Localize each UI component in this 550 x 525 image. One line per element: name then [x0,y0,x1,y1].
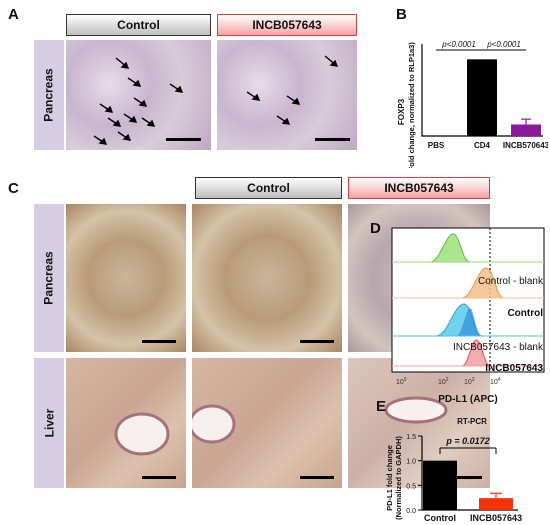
panel-c-pancreas-left-fill [66,204,186,352]
panel-d-frame [391,227,545,373]
panel-e-bar-1 [479,498,513,510]
panel-c-pancreas-control-scalebar [300,340,334,343]
panel-b-bar-0 [421,136,451,137]
panel-a-control-header: Control [66,14,211,36]
panel-c-liver-control-scalebar [300,476,334,479]
panel-e-xtick-1: INCB057643 [470,513,522,523]
panel-c-pancreas-left-scalebar [142,340,176,343]
panel-e-bar-0 [423,460,457,510]
panel-b-bar-2 [511,124,541,136]
panel-c-liver-left-scalebar [142,476,176,479]
panel-d-xlabel: PD-L1 (APC) [438,394,497,405]
panel-b-ylabel-2: (Fold change, normalized to RLP1a3) [407,42,416,168]
panel-e-ylabel-1: PD-L1 fold change [385,445,394,511]
panel-b-xtick-2: INCB570643 [503,141,548,150]
panel-d-curve-treated-blank-2 [456,308,482,336]
panel-e-chart: RT-PCR PD-L1 fold change (Normalized to … [385,417,522,523]
panel-b-xtick-1: CD4 [474,141,491,150]
panel-a-treated-header: INCB057643 [217,14,357,36]
panel-c-treated-header: INCB057643 [348,177,490,199]
panel-d-curve-control [392,267,544,299]
panel-a-control-arrows [93,57,184,145]
panel-e-ytick-1: 0.5 [406,483,416,490]
panel-d-tick-3: 103 [464,377,475,386]
panel-a-treated-arrows [246,55,339,125]
panel-c-letter: C [8,180,19,197]
panel-b-pvalue-2: p<0.0001 [486,40,521,49]
panel-c-row2-label-box: Liver [34,358,64,488]
panel-a-treated-scalebar [315,138,350,141]
panel-e-ylabel-2: (Normalized to GAPDH) [394,436,403,520]
panel-c-control-label: Control [247,181,290,195]
panel-e-ytick-3: 1.5 [406,434,416,441]
panel-c-liver-control-img [192,358,342,488]
panel-c-liver-treated-vessel [384,396,448,424]
panel-c-control-header: Control [195,177,342,199]
panel-c-row1-label: Pancreas [42,251,56,305]
panel-b-pvalue-1: p<0.0001 [441,40,476,49]
panel-c-pancreas-control-img [192,204,342,352]
panel-d-histogram: Control - blank Control INCB057643 - bla… [391,227,545,405]
panel-a-treated-image [217,40,357,150]
panel-c-liver-treated-scalebar [448,476,482,479]
panel-c-liver-left-vessel [114,412,170,456]
panel-c-row2-label: Liver [42,408,56,438]
panel-d-label-treated-blank: INCB057643 - blank [453,342,544,353]
panel-a-row-label-box: Pancreas [34,40,64,150]
panel-d-tick-2: 102 [438,377,449,386]
panel-a-row-label: Pancreas [42,68,56,122]
panel-b-ylabel-1: FOXP3 [397,98,406,125]
panel-e-title: RT-PCR [457,417,487,426]
panel-a-treated-label: INCB057643 [252,18,322,32]
panel-d-curve-treated [392,339,544,367]
panel-b-bar-1 [467,59,497,136]
panel-c-row1-label-box: Pancreas [34,204,64,352]
panel-e-pvalue: p = 0.0172 [445,436,489,446]
panel-e-xtick-0: Control [424,513,456,523]
panel-a-control-image [66,40,211,150]
panel-d-letter: D [370,220,381,237]
panel-e-ytick-0: 0.0 [406,508,416,515]
panel-b-letter: B [396,6,407,23]
panel-a-control-scalebar [166,138,201,141]
panel-d-label-control: Control [507,308,543,319]
panel-a-letter: A [8,6,19,23]
panel-b-chart: FOXP3 (Fold change, normalized to RLP1a3… [397,40,548,168]
panel-c-liver-control-vessel [192,404,236,444]
panel-d-xticks: 100 102 103 104 [396,377,501,386]
panel-d-label-treated: INCB057643 [485,363,543,374]
panel-b-xtick-0: PBS [428,141,445,150]
panel-e-ytick-2: 1.0 [406,459,416,466]
panel-a-control-label: Control [117,18,160,32]
panel-c-liver-treated-img [348,358,490,488]
panel-d-tick-0: 100 [396,377,407,386]
panel-d-label-control-blank: Control - blank [478,276,544,287]
panel-e-letter: E [376,398,387,415]
panel-d-curve-control-blank [392,233,544,263]
panel-c-treated-label: INCB057643 [384,181,454,195]
panel-d-tick-4: 104 [490,377,501,386]
